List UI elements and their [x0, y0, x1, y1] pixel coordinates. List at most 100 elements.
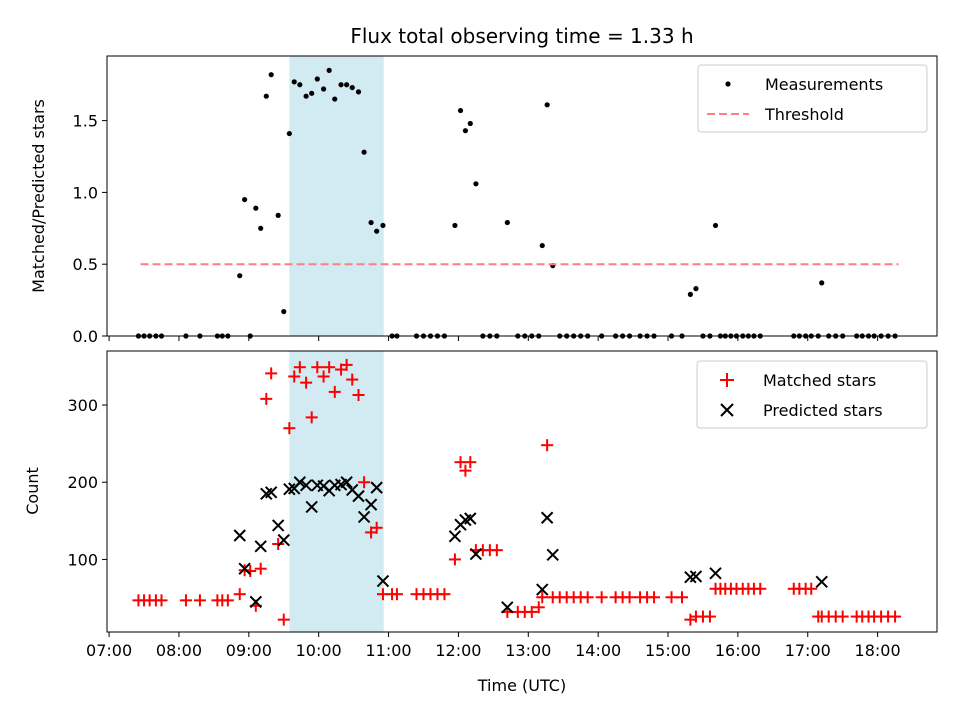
- predicted-stars-point: [305, 500, 318, 514]
- predicted-stars-point: [709, 567, 722, 580]
- predicted-stars-point: [299, 479, 313, 492]
- matched-stars-point: [754, 582, 767, 595]
- y-axis-counts: 100 200 300: [67, 396, 107, 569]
- y-tick-label: 1.5: [73, 112, 98, 131]
- measurement-point: [281, 308, 287, 315]
- matched-stars-point: [889, 610, 902, 623]
- measurement-point: [349, 84, 355, 91]
- measurement-point: [712, 222, 719, 229]
- measurement-point: [368, 219, 374, 226]
- predicted-stars-point: [815, 575, 828, 589]
- measurement-point: [286, 130, 292, 137]
- predicted-stars-point: [370, 481, 383, 494]
- measurement-point: [539, 242, 545, 249]
- x-tick-label: 13:00: [505, 641, 551, 660]
- matched-stars-point: [317, 370, 330, 383]
- y-tick-label: 0.0: [73, 327, 98, 346]
- highlight-span: [289, 351, 384, 632]
- y-tick-label: 0.5: [73, 255, 98, 274]
- measurement-point: [332, 96, 338, 102]
- panel-counts: 100 200 300 07:00 08:00 09:00 10:00 11:00 12:00…: [23, 350, 938, 695]
- matched-stars-point: [595, 591, 608, 604]
- x-axis-counts: 07:00 08:00 09:00 10:00 11:00 12:00 13:00 14:00…: [86, 632, 901, 660]
- predicted-stars-point: [277, 533, 290, 547]
- measurement-point: [693, 286, 699, 292]
- highlight-span: [289, 56, 384, 336]
- y-axis-label-counts: Count: [23, 467, 42, 515]
- matched-stars-point: [233, 588, 246, 601]
- matched-stars-point: [541, 439, 554, 452]
- matched-stars-point: [459, 464, 472, 477]
- matched-stars-point: [623, 591, 636, 604]
- predicted-stars-point: [357, 510, 371, 524]
- measurement-point: [263, 93, 269, 99]
- measurement-point: [344, 82, 350, 88]
- predicted-stars-point: [501, 601, 514, 614]
- legend-box-counts: [696, 360, 928, 429]
- matched-stars-point: [525, 605, 538, 618]
- matched-stars-point: [221, 594, 234, 607]
- matched-stars-point: [346, 373, 359, 386]
- measurement-point: [544, 102, 550, 108]
- predicted-stars-point: [293, 476, 307, 489]
- matched-stars-point: [675, 591, 688, 604]
- predicted-stars-point: [689, 570, 703, 583]
- x-tick-label: 09:00: [226, 641, 272, 660]
- measurement-point: [237, 273, 243, 279]
- matched-stars-point: [438, 588, 451, 601]
- measurement-point: [819, 280, 825, 286]
- matched-stars-point: [288, 370, 301, 383]
- predicted-stars-point: [352, 489, 365, 503]
- predicted-stars-point: [340, 476, 353, 489]
- legend-marker-matched: [720, 373, 734, 387]
- measurement-point: [504, 219, 510, 226]
- measurement-point: [462, 128, 469, 134]
- measurement-point: [314, 76, 320, 82]
- matched-stars-point: [179, 594, 192, 607]
- predicted-stars-point: [283, 482, 296, 496]
- predicted-stars-point: [238, 562, 251, 575]
- matched-stars-point: [536, 591, 549, 604]
- x-tick-label: 11:00: [366, 641, 412, 660]
- matched-stars-point: [352, 389, 365, 402]
- predicted-stars-point: [233, 529, 246, 542]
- matched-stars-point: [532, 601, 545, 614]
- plot-area-counts: [132, 358, 902, 626]
- measurement-point: [452, 222, 458, 229]
- predicted-stars-point: [546, 548, 559, 562]
- legend-marker-measurements: [725, 81, 731, 87]
- matched-stars-point: [370, 521, 383, 534]
- x-tick-label: 16:00: [715, 641, 761, 660]
- measurement-point: [275, 212, 281, 218]
- y-axis-label-ratio: Matched/Predicted stars: [29, 99, 48, 293]
- x-tick-label: 14:00: [575, 641, 621, 660]
- matched-stars-point: [390, 588, 403, 601]
- predicted-stars-point: [448, 530, 462, 543]
- matched-stars-point: [155, 594, 168, 607]
- matched-stars-point: [283, 422, 296, 435]
- predicted-stars-point: [540, 511, 554, 524]
- panel-ratio: 0.0 0.5 1.0 1.5 Matched/Predicted stars Mea…: [29, 55, 938, 346]
- measurement-point: [268, 72, 274, 78]
- axes-frame-counts: [106, 350, 938, 633]
- matched-stars-point: [648, 591, 661, 604]
- legend-marker-predicted: [720, 403, 734, 417]
- matched-stars-point: [836, 610, 849, 623]
- measurement-point: [303, 93, 309, 99]
- predicted-stars-point: [464, 512, 477, 525]
- legend-label-matched: Matched stars: [763, 371, 876, 390]
- matched-stars-point: [665, 591, 678, 604]
- measurement-point: [291, 79, 297, 85]
- legend-ratio: Measurements Threshold: [697, 64, 928, 133]
- predicted-stars-point: [271, 519, 285, 532]
- predicted-stars-point: [264, 486, 278, 499]
- predicted-stars-point: [469, 547, 483, 561]
- chart-title: Flux total observing time = 1.33 h: [350, 24, 693, 48]
- matched-stars-point: [193, 594, 206, 607]
- legend-label-threshold: Threshold: [764, 105, 844, 124]
- matched-stars-point: [311, 361, 324, 374]
- measurement-point: [687, 291, 693, 297]
- y-tick-label: 300: [67, 396, 98, 415]
- matched-stars-point: [581, 591, 594, 604]
